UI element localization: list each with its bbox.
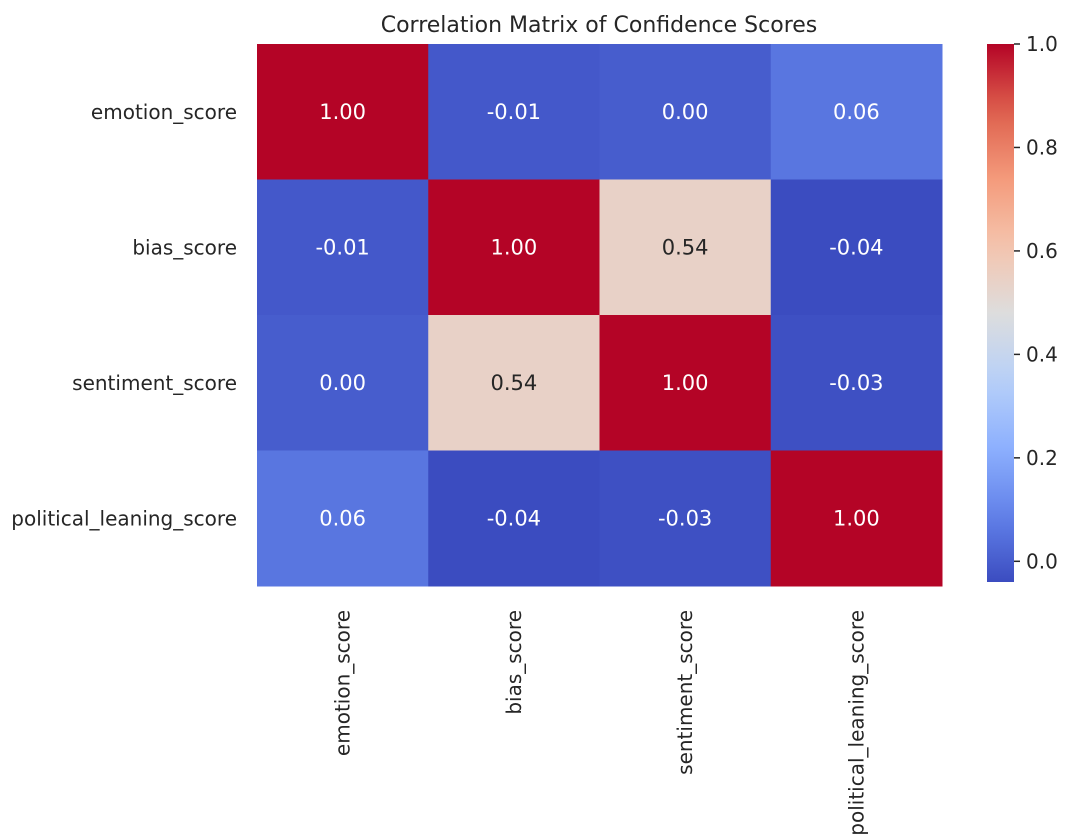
column-label-3: political_leaning_score: [844, 610, 868, 836]
colorbar-tick-label-3: 0.6: [1026, 239, 1058, 263]
column-tick-labels: emotion_score bias_score sentiment_score po…: [331, 610, 869, 836]
heatmap-cell-r3-c3: [770, 450, 943, 587]
column-label-0: emotion_score: [331, 610, 355, 756]
colorbar-tick-label-2: 0.4: [1026, 342, 1058, 366]
heatmap-cell-r0-c3: [770, 44, 943, 180]
cell-value-r3-c0: 0.06: [319, 506, 366, 530]
colorbar: 0.0 0.2 0.4 0.6 0.8 1.0: [987, 32, 1058, 582]
cell-value-r1-c3: -0.04: [829, 235, 883, 259]
cell-value-r2-c0: 0.00: [319, 371, 366, 395]
cell-value-r2-c3: -0.03: [829, 371, 883, 395]
cell-value-r0-c3: 0.06: [833, 100, 880, 124]
cell-value-r1-c1: 1.00: [490, 235, 537, 259]
heatmap-cell-r2-c3: [770, 315, 943, 451]
heatmap-cell-r2-c0: [257, 315, 429, 451]
cell-value-r3-c3: 1.00: [833, 506, 880, 530]
row-label-1: bias_score: [132, 235, 237, 259]
heatmap-cell-r1-c1: [428, 179, 600, 316]
cell-value-r1-c0: -0.01: [315, 235, 369, 259]
chart-title: Correlation Matrix of Confidence Scores: [381, 13, 818, 38]
heatmap-cell-r0-c0: [257, 44, 429, 180]
heatmap-cell-r0-c1: [428, 44, 600, 180]
heatmap-cell-r3-c0: [257, 450, 429, 587]
column-label-2: sentiment_score: [673, 610, 697, 775]
cell-value-r2-c1: 0.54: [490, 371, 537, 395]
colorbar-tick-label-0: 0.0: [1026, 549, 1058, 573]
column-label-1: bias_score: [502, 610, 526, 715]
heatmap-cell-r3-c1: [428, 450, 600, 587]
heatmap-cell-r1-c2: [599, 179, 772, 316]
heatmap-cell-r3-c2: [599, 450, 772, 587]
heatmap-cells: [257, 44, 943, 587]
colorbar-tick-label-5: 1.0: [1026, 32, 1058, 56]
colorbar-tick-label-4: 0.8: [1026, 135, 1058, 159]
cell-value-r0-c2: 0.00: [662, 100, 709, 124]
row-label-0: emotion_score: [91, 100, 237, 124]
cell-value-r1-c2: 0.54: [662, 235, 709, 259]
heatmap-cell-r0-c2: [599, 44, 772, 180]
cell-value-r0-c0: 1.00: [319, 100, 366, 124]
heatmap-cell-r1-c0: [257, 179, 429, 316]
cell-value-labels: 1.00 -0.01 0.00 0.06 -0.01 1.00 0.54 -0.04 0.00 0…: [315, 100, 883, 531]
cell-value-r0-c1: -0.01: [487, 100, 541, 124]
row-label-2: sentiment_score: [72, 371, 237, 395]
heatmap-cell-r1-c3: [770, 179, 943, 316]
colorbar-tick-label-1: 0.2: [1026, 446, 1058, 470]
colorbar-gradient: [987, 44, 1014, 582]
row-tick-labels: emotion_score bias_score sentiment_scorepo…: [11, 100, 237, 531]
cell-value-r3-c2: -0.03: [658, 506, 712, 530]
heatmap-cell-r2-c2: [599, 315, 772, 451]
row-label-3: political_leaning_score: [11, 506, 237, 530]
cell-value-r3-c1: -0.04: [487, 506, 541, 530]
heatmap-cell-r2-c1: [428, 315, 600, 451]
cell-value-r2-c2: 1.00: [662, 371, 709, 395]
